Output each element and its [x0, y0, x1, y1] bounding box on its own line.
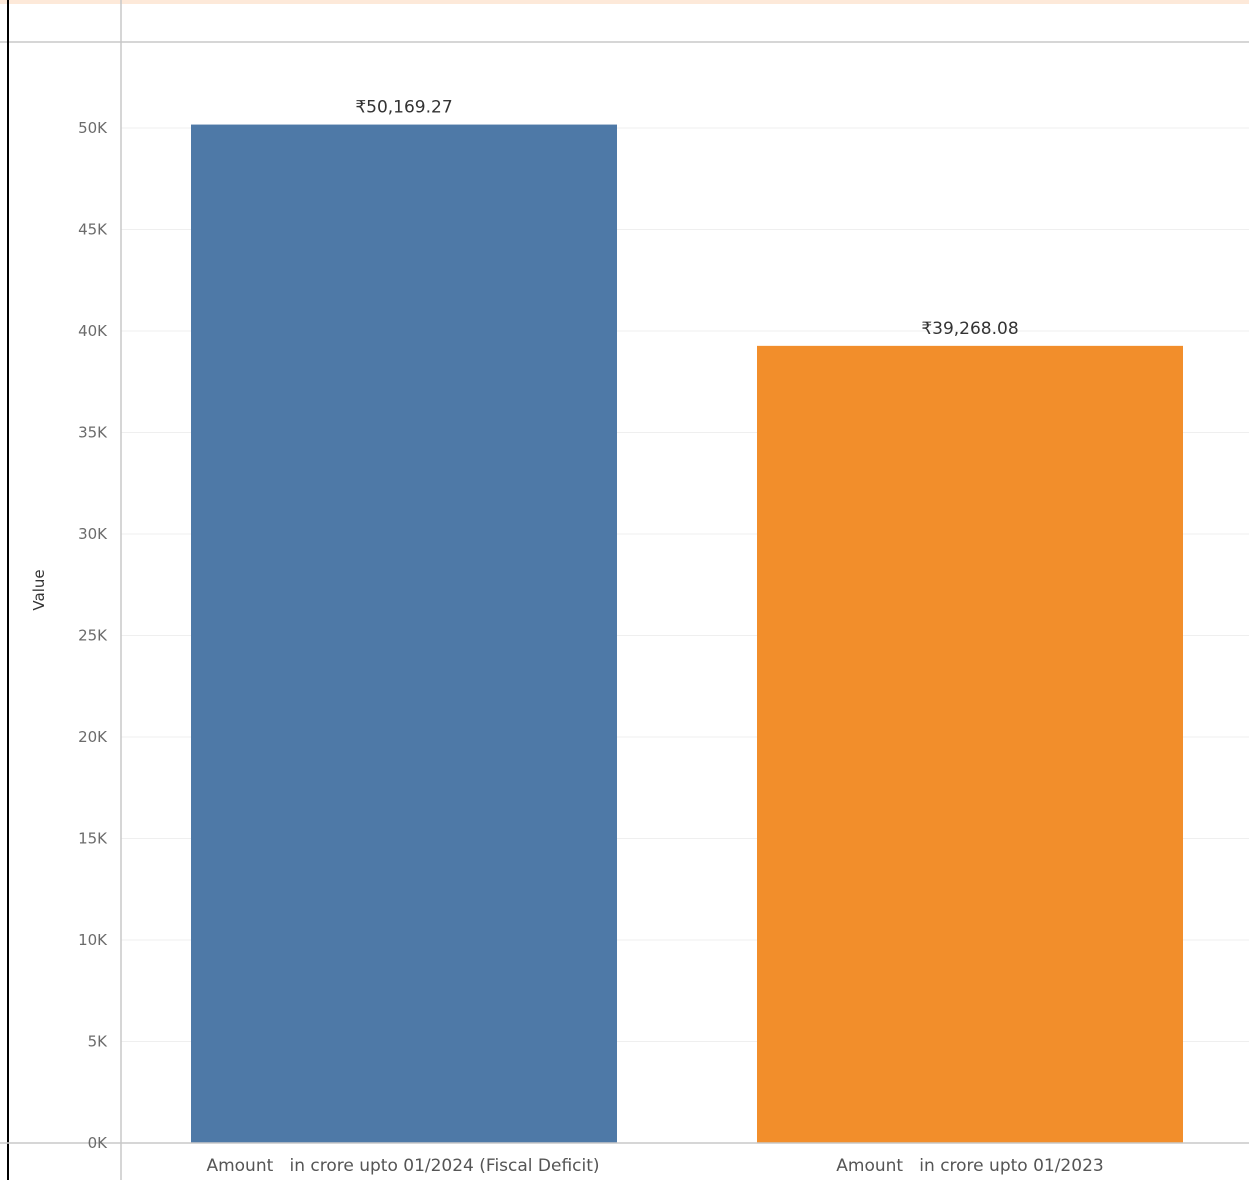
bar [191, 124, 617, 1143]
y-tick-label: 40K [78, 322, 108, 340]
y-tick-label: 0K [88, 1134, 109, 1152]
bar-value-label: ₹39,268.08 [921, 319, 1018, 339]
y-tick-label: 15K [78, 830, 108, 848]
y-tick-label: 25K [78, 627, 108, 645]
top-band [0, 0, 1249, 4]
y-tick-label: 45K [78, 221, 108, 239]
labels: Value 0K 5K 10K 15K 20K 25K 30K 35K 40K 45K 50K ₹50… [30, 98, 1104, 1176]
y-tick-label: 35K [78, 424, 108, 442]
bars [191, 124, 1183, 1143]
bar [757, 345, 1183, 1143]
y-tick-label: 5K [88, 1033, 109, 1051]
y-axis-label: Value [30, 569, 48, 610]
y-tick-label: 20K [78, 728, 108, 746]
y-tick-label: 50K [78, 119, 108, 137]
x-category-label: Amount in crore upto 01/2023 [836, 1156, 1103, 1176]
bar-value-label: ₹50,169.27 [355, 98, 452, 118]
y-tick-label: 10K [78, 931, 108, 949]
x-category-label: Amount in crore upto 01/2024 (Fiscal Def… [206, 1156, 599, 1176]
y-tick-label: 30K [78, 525, 108, 543]
